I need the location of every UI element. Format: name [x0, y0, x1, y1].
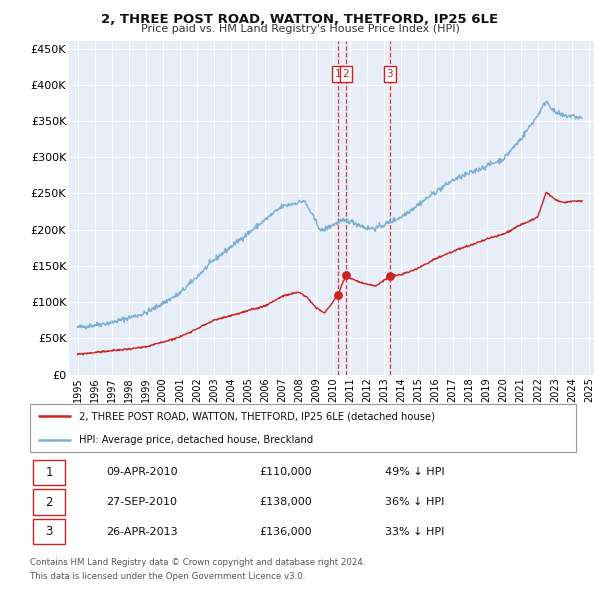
- Text: 33% ↓ HPI: 33% ↓ HPI: [385, 527, 444, 537]
- Text: This data is licensed under the Open Government Licence v3.0.: This data is licensed under the Open Gov…: [30, 572, 305, 581]
- Text: Price paid vs. HM Land Registry's House Price Index (HPI): Price paid vs. HM Land Registry's House …: [140, 24, 460, 34]
- Text: 3: 3: [46, 525, 53, 538]
- Point: [333, 290, 343, 300]
- Text: Contains HM Land Registry data © Crown copyright and database right 2024.: Contains HM Land Registry data © Crown c…: [30, 558, 365, 567]
- Text: 49% ↓ HPI: 49% ↓ HPI: [385, 467, 445, 477]
- FancyBboxPatch shape: [33, 489, 65, 514]
- Text: 2, THREE POST ROAD, WATTON, THETFORD, IP25 6LE: 2, THREE POST ROAD, WATTON, THETFORD, IP…: [101, 13, 499, 26]
- Text: £110,000: £110,000: [259, 467, 312, 477]
- Text: 09-APR-2010: 09-APR-2010: [106, 467, 178, 477]
- FancyBboxPatch shape: [33, 519, 65, 545]
- Text: 1: 1: [334, 69, 341, 79]
- Text: 26-APR-2013: 26-APR-2013: [106, 527, 178, 537]
- Text: 2: 2: [343, 69, 349, 79]
- Text: 1: 1: [46, 466, 53, 479]
- Text: £136,000: £136,000: [259, 527, 312, 537]
- Text: 36% ↓ HPI: 36% ↓ HPI: [385, 497, 444, 507]
- Text: £138,000: £138,000: [259, 497, 312, 507]
- Text: 3: 3: [386, 69, 393, 79]
- Text: HPI: Average price, detached house, Breckland: HPI: Average price, detached house, Brec…: [79, 434, 313, 444]
- Text: 2: 2: [46, 496, 53, 509]
- Point: [341, 270, 351, 280]
- FancyBboxPatch shape: [30, 404, 576, 452]
- FancyBboxPatch shape: [33, 460, 65, 485]
- Text: 27-SEP-2010: 27-SEP-2010: [106, 497, 178, 507]
- Point: [385, 271, 395, 281]
- Text: 2, THREE POST ROAD, WATTON, THETFORD, IP25 6LE (detached house): 2, THREE POST ROAD, WATTON, THETFORD, IP…: [79, 411, 435, 421]
